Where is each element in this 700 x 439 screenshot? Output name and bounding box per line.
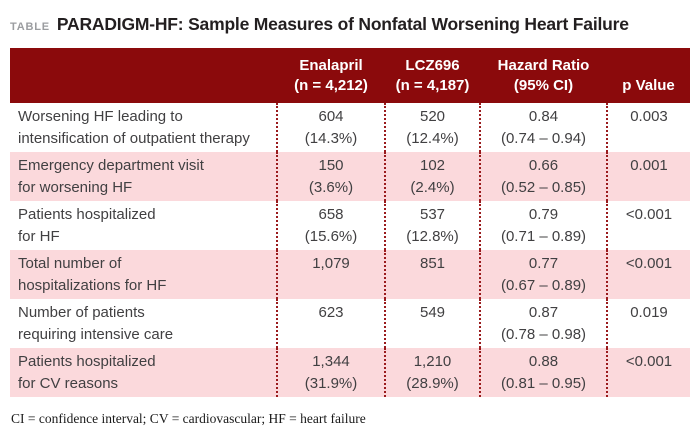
- hazard-ratio-cell: 0.87 (0.78 – 0.98): [479, 299, 607, 348]
- lcz696-cell: 102 (2.4%): [384, 152, 480, 201]
- table-caption: TABLE PARADIGM-HF: Sample Measures of No…: [10, 14, 690, 35]
- lcz696-cell: 520 (12.4%): [384, 103, 480, 152]
- header-row: Enalapril (n = 4,212) LCZ696 (n = 4,187)…: [10, 48, 690, 103]
- page: TABLE PARADIGM-HF: Sample Measures of No…: [10, 14, 690, 426]
- p-value-cell: <0.001: [606, 348, 690, 397]
- table-row: Emergency department visit for worsening…: [10, 152, 690, 201]
- hazard-ratio-cell: 0.88 (0.81 – 0.95): [479, 348, 607, 397]
- measure-cell: Patients hospitalized for CV reasons: [18, 353, 156, 392]
- table-row: Patients hospitalized for HF 658 (15.6%)…: [10, 201, 690, 250]
- measure-cell: Total number of hospitalizations for HF: [18, 255, 167, 294]
- p-value-cell: <0.001: [606, 201, 690, 250]
- column-header-lcz696: LCZ696 (n = 4,187): [385, 48, 480, 103]
- enalapril-cell: 1,079: [276, 250, 385, 299]
- table-row: Patients hospitalized for CV reasons 1,3…: [10, 348, 690, 397]
- p-value-cell: 0.003: [606, 103, 690, 152]
- enalapril-cell: 150 (3.6%): [276, 152, 385, 201]
- enalapril-cell: 604 (14.3%): [276, 103, 385, 152]
- p-value-cell: 0.001: [606, 152, 690, 201]
- table-tag: TABLE: [10, 21, 50, 33]
- footnote: CI = confidence interval; CV = cardiovas…: [11, 411, 366, 426]
- enalapril-cell: 658 (15.6%): [276, 201, 385, 250]
- column-header-p-value: p Value: [607, 48, 690, 103]
- column-header-enalapril: Enalapril (n = 4,212): [277, 48, 385, 103]
- measure-cell: Number of patients requiring intensive c…: [18, 304, 174, 343]
- table-row: Worsening HF leading to intensification …: [10, 103, 690, 152]
- p-value-cell: 0.019: [606, 299, 690, 348]
- table-row: Number of patients requiring intensive c…: [10, 299, 690, 348]
- enalapril-cell: 623: [276, 299, 385, 348]
- enalapril-cell: 1,344 (31.9%): [276, 348, 385, 397]
- measure-cell: Patients hospitalized for HF: [18, 206, 156, 245]
- lcz696-cell: 1,210 (28.9%): [384, 348, 480, 397]
- lcz696-cell: 537 (12.8%): [384, 201, 480, 250]
- hazard-ratio-cell: 0.77 (0.67 – 0.89): [479, 250, 607, 299]
- hazard-ratio-cell: 0.66 (0.52 – 0.85): [479, 152, 607, 201]
- lcz696-cell: 549: [384, 299, 480, 348]
- column-header-hazard-ratio: Hazard Ratio (95% CI): [480, 48, 607, 103]
- measure-cell: Emergency department visit for worsening…: [18, 157, 204, 196]
- measure-cell: Worsening HF leading to intensification …: [18, 108, 250, 147]
- page-title: PARADIGM-HF: Sample Measures of Nonfatal…: [56, 14, 629, 34]
- p-value-cell: <0.001: [606, 250, 690, 299]
- column-header-measure: [10, 48, 277, 103]
- hazard-ratio-cell: 0.84 (0.74 – 0.94): [479, 103, 607, 152]
- hazard-ratio-cell: 0.79 (0.71 – 0.89): [479, 201, 607, 250]
- lcz696-cell: 851: [384, 250, 480, 299]
- table-row: Total number of hospitalizations for HF …: [10, 250, 690, 299]
- paradigm-hf-table: Enalapril (n = 4,212) LCZ696 (n = 4,187)…: [10, 48, 690, 397]
